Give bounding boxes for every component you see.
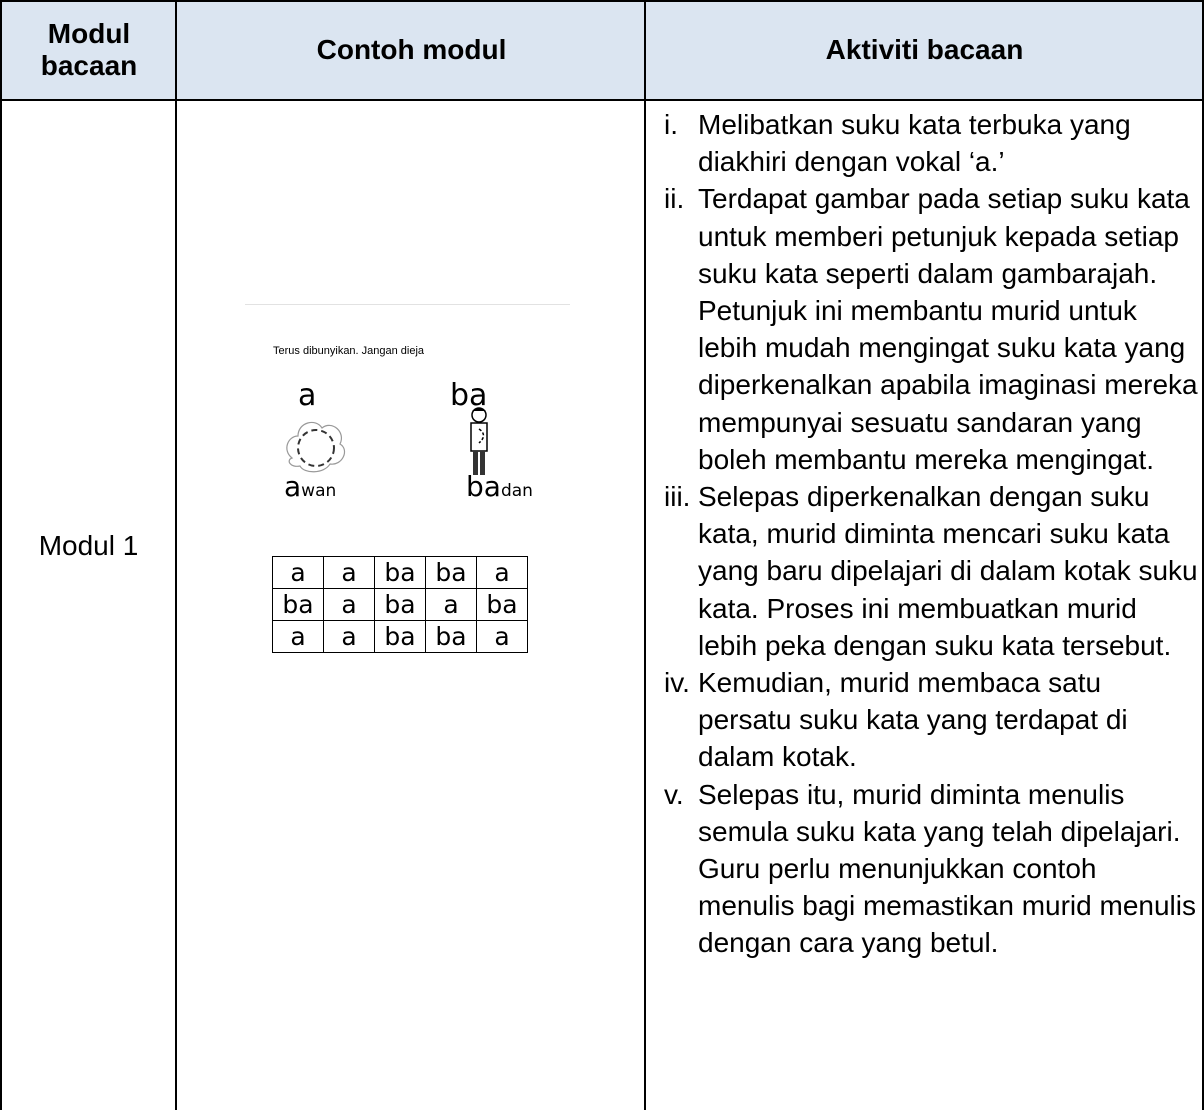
activity-number: ii. <box>664 183 685 215</box>
grid-cell: a <box>323 620 375 653</box>
module-name: Modul 1 <box>38 530 139 561</box>
activity-item: i. Melibatkan suku kata terbuka yang diak… <box>664 106 1198 180</box>
grid-cell: ba <box>272 588 324 621</box>
activity-item: v. Selepas itu, murid diminta menulis sem… <box>664 776 1198 962</box>
cloud-picture <box>286 421 345 473</box>
person-picture <box>470 407 488 475</box>
grid-cell: a <box>476 620 528 653</box>
syllable: a <box>298 378 317 413</box>
word-start: a <box>284 470 302 503</box>
picture-word: badan <box>466 470 533 503</box>
header-cell: Aktiviti bacaan <box>646 0 1203 100</box>
header-cell: Modul bacaan <box>1 0 177 100</box>
activity-text: Kemudian, murid membaca satu persatu suk… <box>698 667 1128 773</box>
grid-cell: a <box>425 588 477 621</box>
activity-text: Selepas itu, murid diminta menulis semul… <box>698 778 1196 959</box>
grid-cell: a <box>272 620 324 653</box>
sheet-edge <box>245 304 570 305</box>
activity-text: Terdapat gambar pada setiap suku kata un… <box>698 183 1198 475</box>
activity-number: i. <box>664 109 678 140</box>
header-text: Modul bacaan <box>40 18 138 81</box>
activity-text: Selepas diperkenalkan dengan suku kata, … <box>698 481 1198 661</box>
border <box>175 0 177 1110</box>
header-text: Contoh modul <box>316 34 507 65</box>
border <box>0 99 1204 101</box>
instruction: Terus dibunyikan. Jangan dieja <box>273 345 425 357</box>
header-cell: Contoh modul <box>177 0 646 100</box>
grid-cell: a <box>272 556 324 589</box>
grid-cell: ba <box>476 588 528 621</box>
grid-cell: a <box>476 556 528 589</box>
grid-cell: ba <box>425 620 477 653</box>
grid-row: ba a ba a ba <box>272 588 528 621</box>
syllable: ba <box>450 378 488 413</box>
grid-cell: ba <box>374 556 426 589</box>
header-text: Aktiviti bacaan <box>825 34 1024 65</box>
grid-row: a a ba ba a <box>272 620 528 653</box>
activity-item: ii. Terdapat gambar pada setiap suku kata… <box>664 180 1198 478</box>
word-end: dan <box>500 481 533 501</box>
activity-item: iii. Selepas diperkenalkan dengan suku ka… <box>664 478 1198 664</box>
activity-text: Melibatkan suku kata terbuka yang diakhi… <box>698 109 1131 178</box>
grid-cell: a <box>323 556 375 589</box>
grid-cell: ba <box>425 556 477 589</box>
border <box>644 0 646 1110</box>
grid-cell: ba <box>374 588 426 621</box>
activity-number: iv. <box>664 667 690 699</box>
activity-item: iv. Kemudian, murid membaca satu persatu … <box>664 664 1198 776</box>
word-end: wan <box>301 481 337 501</box>
syllable-grid: a a ba ba a ba a ba a ba a a ba ba a <box>272 556 528 653</box>
activity-number: iii. <box>664 481 691 513</box>
activity-number: v. <box>664 778 684 810</box>
grid-row: a a ba ba a <box>272 556 528 589</box>
word-start: ba <box>466 470 501 503</box>
activity-list: i. Melibatkan suku kata terbuka yang diak… <box>664 106 1198 962</box>
grid-cell: ba <box>374 620 426 653</box>
border <box>0 0 2 1110</box>
grid-cell: a <box>323 588 375 621</box>
picture-word: awan <box>284 470 336 503</box>
border <box>1202 0 1204 1110</box>
border <box>0 0 1204 2</box>
